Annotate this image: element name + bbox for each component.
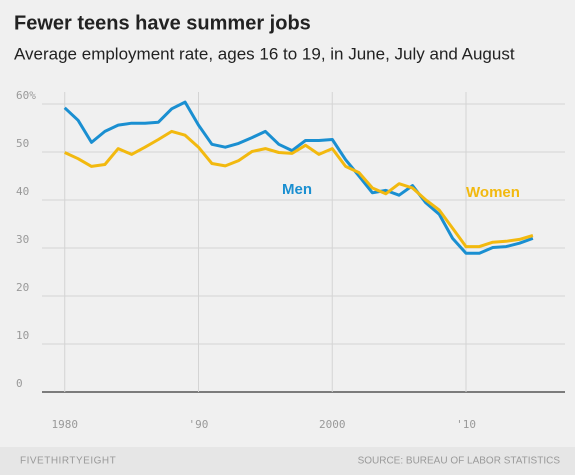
y-tick-label: 50 — [16, 137, 29, 150]
x-tick-label: '90 — [189, 418, 209, 431]
source: SOURCE: BUREAU OF LABOR STATISTICS — [358, 456, 561, 467]
y-tick-label: 10 — [16, 329, 29, 342]
x-tick-label: 2000 — [319, 418, 346, 431]
y-tick-label: 0 — [16, 377, 23, 390]
y-tick-label: 40 — [16, 185, 29, 198]
y-tick-label: 30 — [16, 233, 29, 246]
chart-title: Fewer teens have summer jobs — [14, 12, 311, 34]
series-line — [64, 129, 534, 249]
series-label: Women — [466, 184, 520, 201]
x-tick-label: 1980 — [51, 418, 78, 431]
y-tick-label: 20 — [16, 281, 29, 294]
footer-band — [0, 447, 575, 475]
y-tick-label: 60% — [16, 89, 36, 102]
brand: FIVETHIRTYEIGHT — [20, 456, 116, 467]
series-line — [63, 100, 534, 255]
chart-subtitle: Average employment rate, ages 16 to 19, … — [14, 44, 515, 63]
x-tick-label: '10 — [456, 418, 476, 431]
series-label: Men — [282, 181, 312, 198]
